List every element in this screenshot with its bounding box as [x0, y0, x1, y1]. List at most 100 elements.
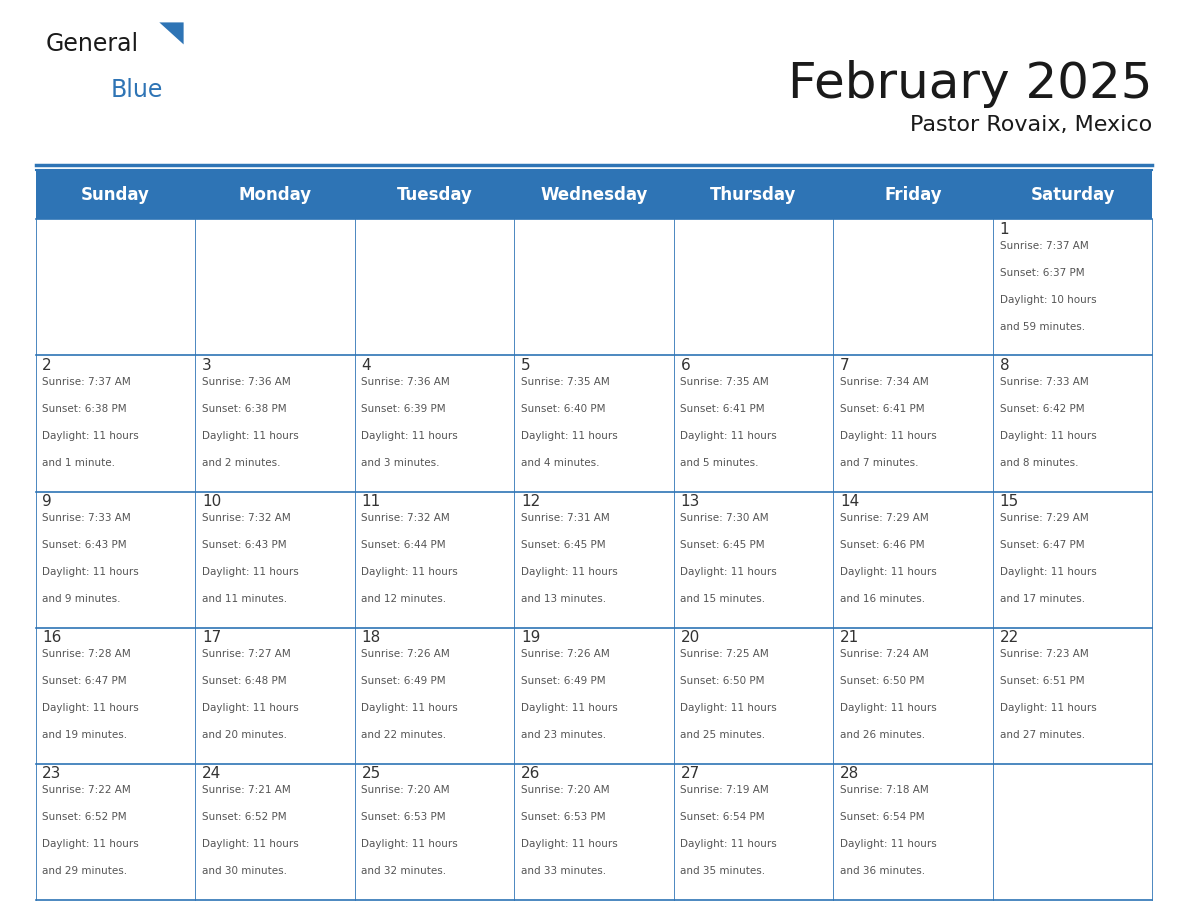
Text: 6: 6 [681, 358, 690, 373]
Text: Sunset: 6:49 PM: Sunset: 6:49 PM [361, 677, 446, 687]
Text: Sunset: 6:49 PM: Sunset: 6:49 PM [520, 677, 606, 687]
Bar [993, 764, 1152, 900]
Text: Daylight: 10 hours: Daylight: 10 hours [999, 295, 1097, 305]
Text: Sunset: 6:41 PM: Sunset: 6:41 PM [840, 404, 924, 414]
Bar [833, 764, 993, 900]
Text: Sunrise: 7:34 AM: Sunrise: 7:34 AM [840, 377, 929, 387]
Text: and 5 minutes.: and 5 minutes. [681, 458, 759, 468]
Text: Sunset: 6:40 PM: Sunset: 6:40 PM [520, 404, 606, 414]
Text: Sunrise: 7:29 AM: Sunrise: 7:29 AM [999, 513, 1088, 523]
Text: Daylight: 11 hours: Daylight: 11 hours [520, 567, 618, 577]
Text: Sunset: 6:37 PM: Sunset: 6:37 PM [999, 268, 1085, 278]
Text: and 19 minutes.: and 19 minutes. [43, 730, 127, 740]
Text: Friday: Friday [884, 185, 942, 204]
Text: 3: 3 [202, 358, 211, 373]
Bar [514, 628, 674, 764]
Text: Daylight: 11 hours: Daylight: 11 hours [202, 431, 298, 441]
Text: 28: 28 [840, 766, 859, 781]
Text: 14: 14 [840, 494, 859, 509]
Text: Sunset: 6:50 PM: Sunset: 6:50 PM [840, 677, 924, 687]
Bar [36, 491, 195, 628]
Text: 4: 4 [361, 358, 371, 373]
Text: Sunrise: 7:32 AM: Sunrise: 7:32 AM [202, 513, 291, 523]
Text: Sunset: 6:38 PM: Sunset: 6:38 PM [202, 404, 286, 414]
Text: Daylight: 11 hours: Daylight: 11 hours [520, 839, 618, 849]
Text: Sunset: 6:48 PM: Sunset: 6:48 PM [202, 677, 286, 687]
Text: Sunrise: 7:37 AM: Sunrise: 7:37 AM [43, 377, 131, 387]
Bar [36, 628, 195, 764]
Text: and 29 minutes.: and 29 minutes. [43, 866, 127, 876]
Text: Daylight: 11 hours: Daylight: 11 hours [202, 567, 298, 577]
Text: Sunset: 6:43 PM: Sunset: 6:43 PM [202, 541, 286, 550]
Text: Sunrise: 7:25 AM: Sunrise: 7:25 AM [681, 649, 769, 659]
Bar [514, 355, 674, 491]
Text: Sunset: 6:43 PM: Sunset: 6:43 PM [43, 541, 127, 550]
Text: Sunrise: 7:32 AM: Sunrise: 7:32 AM [361, 513, 450, 523]
Text: Sunrise: 7:23 AM: Sunrise: 7:23 AM [999, 649, 1088, 659]
Text: 8: 8 [999, 358, 1009, 373]
Bar [355, 764, 514, 900]
Text: and 15 minutes.: and 15 minutes. [681, 594, 765, 604]
Bar [355, 491, 514, 628]
Text: Sunset: 6:54 PM: Sunset: 6:54 PM [681, 812, 765, 823]
Text: Sunset: 6:41 PM: Sunset: 6:41 PM [681, 404, 765, 414]
Text: Daylight: 11 hours: Daylight: 11 hours [43, 431, 139, 441]
Bar [36, 170, 1152, 219]
Text: Sunrise: 7:37 AM: Sunrise: 7:37 AM [999, 241, 1088, 252]
Text: Sunset: 6:50 PM: Sunset: 6:50 PM [681, 677, 765, 687]
Text: Wednesday: Wednesday [541, 185, 647, 204]
Text: Daylight: 11 hours: Daylight: 11 hours [681, 567, 777, 577]
Bar [36, 219, 195, 355]
Text: Daylight: 11 hours: Daylight: 11 hours [202, 703, 298, 713]
Text: Sunrise: 7:36 AM: Sunrise: 7:36 AM [202, 377, 291, 387]
Bar [195, 355, 355, 491]
Text: and 33 minutes.: and 33 minutes. [520, 866, 606, 876]
Text: Sunset: 6:52 PM: Sunset: 6:52 PM [43, 812, 127, 823]
Text: Sunset: 6:53 PM: Sunset: 6:53 PM [361, 812, 446, 823]
Text: Sunrise: 7:33 AM: Sunrise: 7:33 AM [999, 377, 1088, 387]
Text: Sunrise: 7:33 AM: Sunrise: 7:33 AM [43, 513, 131, 523]
Text: Daylight: 11 hours: Daylight: 11 hours [361, 567, 459, 577]
Bar [195, 628, 355, 764]
Text: Daylight: 11 hours: Daylight: 11 hours [840, 839, 937, 849]
Text: Daylight: 11 hours: Daylight: 11 hours [202, 839, 298, 849]
Bar [195, 764, 355, 900]
Text: and 7 minutes.: and 7 minutes. [840, 458, 918, 468]
Text: 25: 25 [361, 766, 380, 781]
Text: Sunrise: 7:24 AM: Sunrise: 7:24 AM [840, 649, 929, 659]
Bar [514, 764, 674, 900]
Text: 12: 12 [520, 494, 541, 509]
Bar [993, 491, 1152, 628]
Text: Sunday: Sunday [81, 185, 150, 204]
Bar [36, 764, 195, 900]
Bar [355, 628, 514, 764]
Text: and 59 minutes.: and 59 minutes. [999, 322, 1085, 331]
Text: and 4 minutes.: and 4 minutes. [520, 458, 600, 468]
Text: Sunset: 6:52 PM: Sunset: 6:52 PM [202, 812, 286, 823]
Text: Daylight: 11 hours: Daylight: 11 hours [999, 567, 1097, 577]
Text: Daylight: 11 hours: Daylight: 11 hours [840, 567, 937, 577]
Text: and 8 minutes.: and 8 minutes. [999, 458, 1078, 468]
Text: Sunset: 6:46 PM: Sunset: 6:46 PM [840, 541, 924, 550]
Text: Daylight: 11 hours: Daylight: 11 hours [43, 703, 139, 713]
Bar [355, 219, 514, 355]
Text: 24: 24 [202, 766, 221, 781]
Bar [993, 355, 1152, 491]
Text: Sunrise: 7:22 AM: Sunrise: 7:22 AM [43, 786, 131, 796]
Text: Sunrise: 7:19 AM: Sunrise: 7:19 AM [681, 786, 769, 796]
Text: Saturday: Saturday [1030, 185, 1114, 204]
Text: Sunrise: 7:28 AM: Sunrise: 7:28 AM [43, 649, 131, 659]
Bar [993, 628, 1152, 764]
Bar [195, 491, 355, 628]
Text: Sunrise: 7:30 AM: Sunrise: 7:30 AM [681, 513, 769, 523]
Text: and 1 minute.: and 1 minute. [43, 458, 115, 468]
Text: 10: 10 [202, 494, 221, 509]
Bar [674, 219, 833, 355]
Bar [833, 491, 993, 628]
Text: Sunrise: 7:20 AM: Sunrise: 7:20 AM [361, 786, 450, 796]
Text: and 32 minutes.: and 32 minutes. [361, 866, 447, 876]
Text: Tuesday: Tuesday [397, 185, 473, 204]
Text: Sunrise: 7:26 AM: Sunrise: 7:26 AM [520, 649, 609, 659]
Text: Sunset: 6:54 PM: Sunset: 6:54 PM [840, 812, 924, 823]
Text: Daylight: 11 hours: Daylight: 11 hours [999, 703, 1097, 713]
